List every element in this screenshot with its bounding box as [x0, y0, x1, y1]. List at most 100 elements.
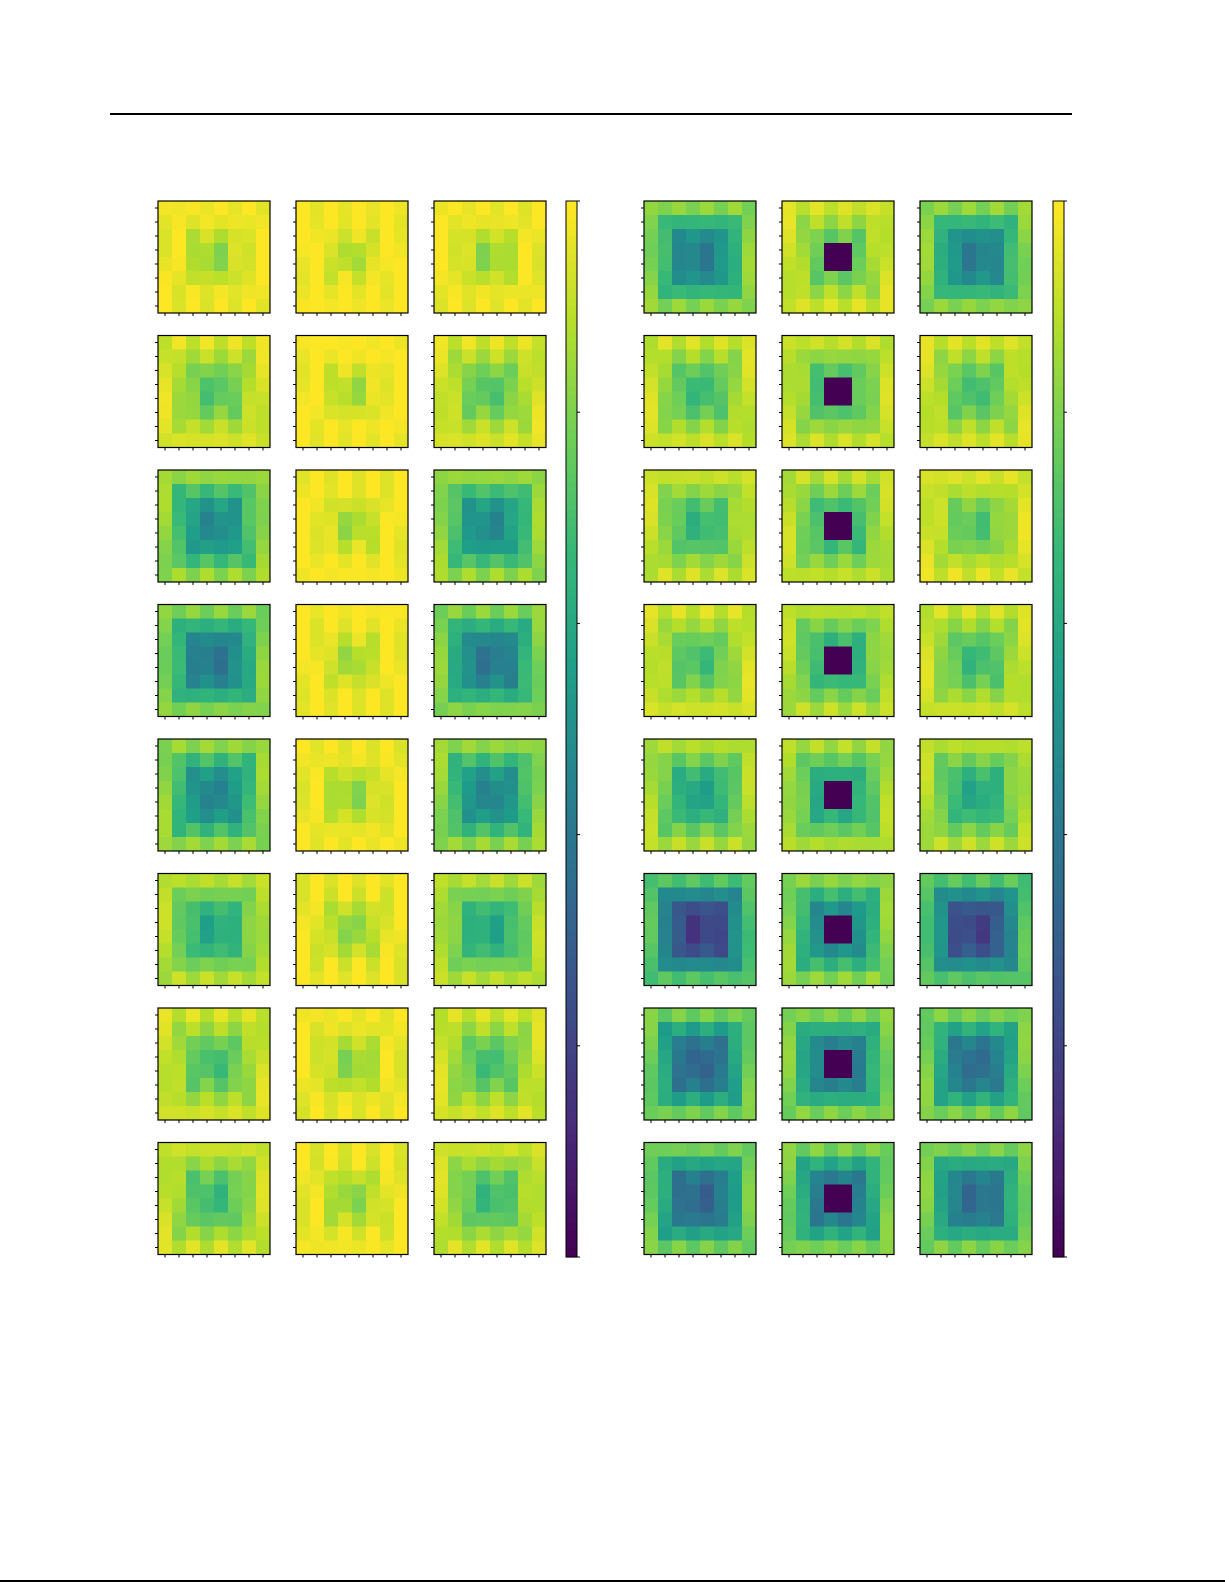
heatmap-cell: [838, 335, 853, 350]
heatmap-cell: [434, 540, 449, 555]
heatmap-cell: [920, 688, 935, 703]
colorbar-segment: [1053, 843, 1064, 853]
heatmap-cell: [1018, 391, 1033, 406]
heatmap-cell: [1018, 674, 1033, 689]
heatmap-cell: [490, 688, 505, 703]
heatmap-cell: [338, 433, 353, 448]
heatmap-cell: [644, 1212, 659, 1227]
heatmap-cell: [686, 215, 701, 230]
heatmap-cell: [824, 943, 839, 958]
heatmap-cell: [504, 753, 519, 768]
heatmap-cell: [824, 257, 839, 272]
heatmap-cell: [852, 391, 867, 406]
heatmap-cell: [214, 554, 229, 569]
heatmap-cell: [852, 540, 867, 555]
heatmap-cell: [380, 271, 395, 286]
heatmap-cell: [462, 1092, 477, 1107]
colorbar-segment: [566, 764, 577, 774]
heatmap-cell: [644, 1092, 659, 1107]
heatmap-cell: [824, 512, 839, 527]
heatmap-cell: [256, 1064, 271, 1079]
heatmap-cell: [1018, 419, 1033, 434]
colorbar-segment: [1053, 500, 1064, 510]
heatmap-cell: [782, 1092, 797, 1107]
heatmap-cell: [434, 781, 449, 796]
heatmap-cell: [962, 887, 977, 902]
heatmap-cell: [380, 1064, 395, 1079]
heatmap-cell: [686, 335, 701, 350]
heatmap-cell: [296, 271, 311, 286]
heatmap-cell: [476, 929, 491, 944]
heatmap-cell: [934, 377, 949, 392]
heatmap-cell: [1004, 1198, 1019, 1213]
heatmap-cell: [976, 512, 991, 527]
heatmap-cell: [838, 901, 853, 916]
heatmap-cell: [490, 1156, 505, 1171]
heatmap-cell: [838, 929, 853, 944]
heatmap-cell: [782, 873, 797, 888]
heatmap-cell: [728, 795, 743, 810]
heatmap-cell: [434, 201, 449, 216]
heatmap-cell: [228, 1036, 243, 1051]
colorbar-segment: [566, 1010, 577, 1020]
colorbar-segment: [566, 658, 577, 668]
heatmap-cell: [214, 971, 229, 986]
heatmap-cell: [476, 943, 491, 958]
heatmap-cell: [880, 1022, 895, 1037]
heatmap-cell: [462, 1106, 477, 1121]
heatmap-cell: [518, 674, 533, 689]
heatmap-cell: [976, 809, 991, 824]
heatmap-cell: [310, 271, 325, 286]
heatmap-cell: [686, 632, 701, 647]
colorbar-segment: [566, 623, 577, 633]
heatmap-cell: [990, 349, 1005, 364]
heatmap-cell: [338, 1064, 353, 1079]
heatmap-cell: [380, 1008, 395, 1023]
heatmap-cell: [504, 363, 519, 378]
heatmap-cell: [296, 419, 311, 434]
heatmap-cell: [810, 1240, 825, 1255]
heatmap-cell: [852, 568, 867, 583]
heatmap-cell: [962, 1156, 977, 1171]
heatmap-cell: [214, 335, 229, 350]
heatmap-cell: [296, 201, 311, 216]
heatmap-frame: [157, 334, 271, 449]
heatmap-cell: [172, 363, 187, 378]
heatmap-cell: [242, 363, 257, 378]
heatmap-cell: [434, 470, 449, 485]
heatmap-cell: [1018, 271, 1033, 286]
heatmap-cell: [1018, 1064, 1033, 1079]
heatmap-cell: [796, 285, 811, 300]
heatmap-cell: [448, 781, 463, 796]
heatmap-cell: [852, 1106, 867, 1121]
heatmap-cell: [658, 1092, 673, 1107]
heatmap-cell: [700, 809, 715, 824]
heatmap-cell: [214, 1170, 229, 1185]
heatmap-cell: [504, 1198, 519, 1213]
heatmap-cell: [920, 971, 935, 986]
colorbar-segment: [1053, 1098, 1064, 1108]
heatmap-cell: [158, 660, 173, 675]
heatmap-cell: [380, 1198, 395, 1213]
heatmap-cell: [394, 215, 409, 230]
heatmap-cell: [490, 257, 505, 272]
heatmap-cell: [714, 604, 729, 619]
heatmap-cell: [256, 795, 271, 810]
heatmap-cell: [1018, 1184, 1033, 1199]
heatmap-cell: [476, 257, 491, 272]
heatmap-cell: [394, 201, 409, 216]
heatmap-cell: [672, 781, 687, 796]
colorbar-segment: [1053, 1142, 1064, 1152]
heatmap-cell: [256, 929, 271, 944]
heatmap-cell: [228, 929, 243, 944]
heatmap-cell: [990, 1212, 1005, 1227]
heatmap-cell: [200, 1212, 215, 1227]
heatmap-cell: [852, 1022, 867, 1037]
heatmap-cell: [934, 1212, 949, 1227]
heatmap-cell: [310, 1008, 325, 1023]
heatmap-cell: [532, 781, 547, 796]
heatmap-cell: [394, 1142, 409, 1157]
colorbar-segment: [566, 641, 577, 651]
heatmap-cell: [976, 419, 991, 434]
heatmap-cell: [866, 632, 881, 647]
